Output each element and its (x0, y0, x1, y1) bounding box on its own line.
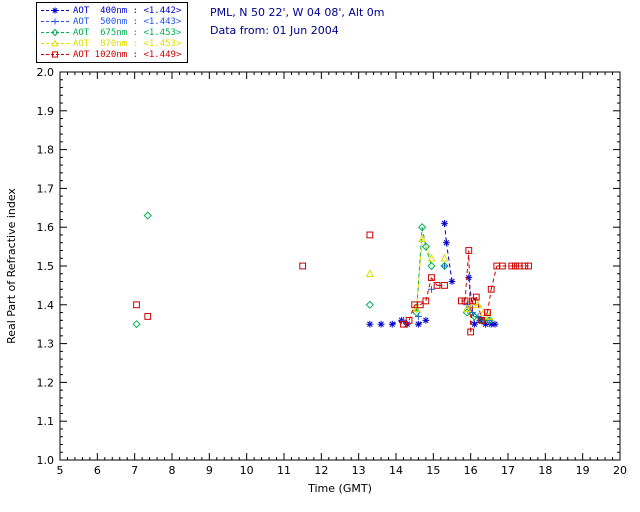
svg-text:1.3: 1.3 (37, 338, 55, 351)
svg-text:15: 15 (426, 464, 440, 477)
svg-text:1.7: 1.7 (37, 182, 55, 195)
svg-text:1.1: 1.1 (37, 415, 55, 428)
svg-text:11: 11 (277, 464, 291, 477)
svg-text:14: 14 (389, 464, 403, 477)
svg-text:17: 17 (501, 464, 515, 477)
svg-text:19: 19 (576, 464, 590, 477)
svg-text:2.0: 2.0 (37, 66, 55, 79)
svg-text:13: 13 (352, 464, 366, 477)
legend-item: AOT 870nm : <1.453> (40, 38, 181, 49)
svg-text:1.4: 1.4 (37, 299, 55, 312)
legend-item: AOT 1020nm : <1.449> (40, 49, 181, 60)
svg-text:20: 20 (613, 464, 627, 477)
legend-label: AOT 870nm : <1.453> (73, 38, 182, 49)
legend-item: AOT 400nm : <1.442> (40, 5, 181, 16)
legend-line-marker-icon (41, 18, 69, 25)
svg-text:Real Part of Refractive index: Real Part of Refractive index (5, 188, 18, 344)
station-info-text: PML, N 50 22', W 04 08', Alt 0m (210, 6, 385, 19)
svg-text:1.0: 1.0 (37, 454, 55, 467)
svg-text:10: 10 (240, 464, 254, 477)
legend-line-marker-icon (41, 51, 69, 58)
svg-text:1.5: 1.5 (37, 260, 55, 273)
legend-label: AOT 675nm : <1.453> (73, 27, 182, 38)
svg-text:1.8: 1.8 (37, 144, 55, 157)
data-date-text: Data from: 01 Jun 2004 (210, 24, 339, 37)
legend-item: AOT 500nm : <1.443> (40, 16, 181, 27)
svg-text:6: 6 (94, 464, 101, 477)
svg-text:Time (GMT): Time (GMT) (307, 482, 372, 495)
legend: AOT 400nm : <1.442> AOT 500nm : <1.443> AO… (36, 2, 189, 63)
legend-label: AOT 1020nm : <1.449> (73, 49, 182, 60)
legend-line-marker-icon (41, 39, 69, 47)
svg-text:1.6: 1.6 (37, 221, 55, 234)
legend-line-marker-icon (41, 7, 69, 14)
legend-line-marker-icon (41, 28, 69, 37)
legend-item: AOT 675nm : <1.453> (40, 27, 181, 38)
legend-label: AOT 500nm : <1.443> (73, 16, 182, 27)
svg-text:18: 18 (538, 464, 552, 477)
svg-text:1.9: 1.9 (37, 105, 55, 118)
svg-text:1.2: 1.2 (37, 376, 55, 389)
svg-text:7: 7 (131, 464, 138, 477)
svg-text:5: 5 (57, 464, 64, 477)
legend-label: AOT 400nm : <1.442> (73, 5, 182, 16)
svg-text:16: 16 (464, 464, 478, 477)
svg-text:8: 8 (169, 464, 176, 477)
svg-text:9: 9 (206, 464, 213, 477)
svg-text:12: 12 (314, 464, 328, 477)
